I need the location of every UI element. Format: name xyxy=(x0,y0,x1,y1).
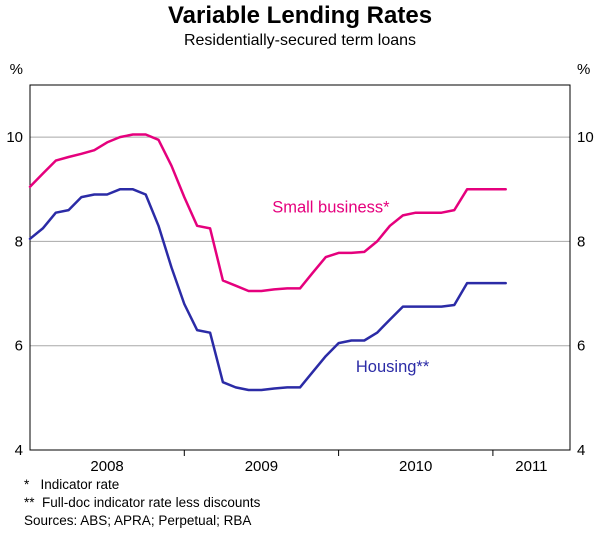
x-tick-label-2008: 2008 xyxy=(90,458,123,475)
y-tick-label-right: 4 xyxy=(577,442,585,459)
y-tick-label-right: 6 xyxy=(577,338,585,355)
series-label-housing: Housing** xyxy=(356,358,430,376)
page-subtitle: Residentially-secured term loans xyxy=(183,32,417,49)
series-line-housing xyxy=(28,188,507,392)
y-tick-label-right: 10 xyxy=(577,129,594,146)
series-label-small-business: Small business* xyxy=(272,199,390,217)
page-title: Variable Lending Rates xyxy=(167,2,433,29)
sources-line: Sources: ABS; APRA; Perpetual; RBA xyxy=(24,513,252,528)
plot-border xyxy=(29,84,571,451)
y-tick-label-right: 8 xyxy=(577,233,585,250)
footnote-indicator-rate: * Indicator rate xyxy=(24,477,120,492)
y-tick-label-left: 10 xyxy=(6,129,23,146)
x-tick-label-2010: 2010 xyxy=(399,458,432,475)
y-tick-label-left: 4 xyxy=(15,442,23,459)
y-axis-unit-left: % xyxy=(10,61,23,78)
series-line-small-business xyxy=(28,133,507,293)
y-tick-label-left: 8 xyxy=(15,233,23,250)
y-axis-unit-right: % xyxy=(577,61,590,78)
x-tick-label-2011: 2011 xyxy=(515,458,547,475)
footnote-full-doc: ** Full-doc indicator rate less discount… xyxy=(24,495,261,510)
chart-canvas: 4 4 6 6 8 8 10 10% % 2008 2009 2010 2011 Small busine… xyxy=(6,61,594,475)
y-tick-label-left: 6 xyxy=(15,338,23,355)
chart-footnotes: * Indicator rate ** Full-doc indicator r… xyxy=(24,476,600,530)
x-tick-label-2009: 2009 xyxy=(245,458,278,475)
